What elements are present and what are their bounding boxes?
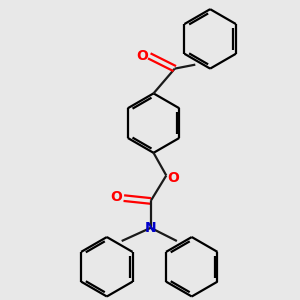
Text: O: O <box>110 190 122 204</box>
Text: O: O <box>136 49 148 63</box>
Text: N: N <box>145 221 157 235</box>
Text: O: O <box>167 171 179 185</box>
